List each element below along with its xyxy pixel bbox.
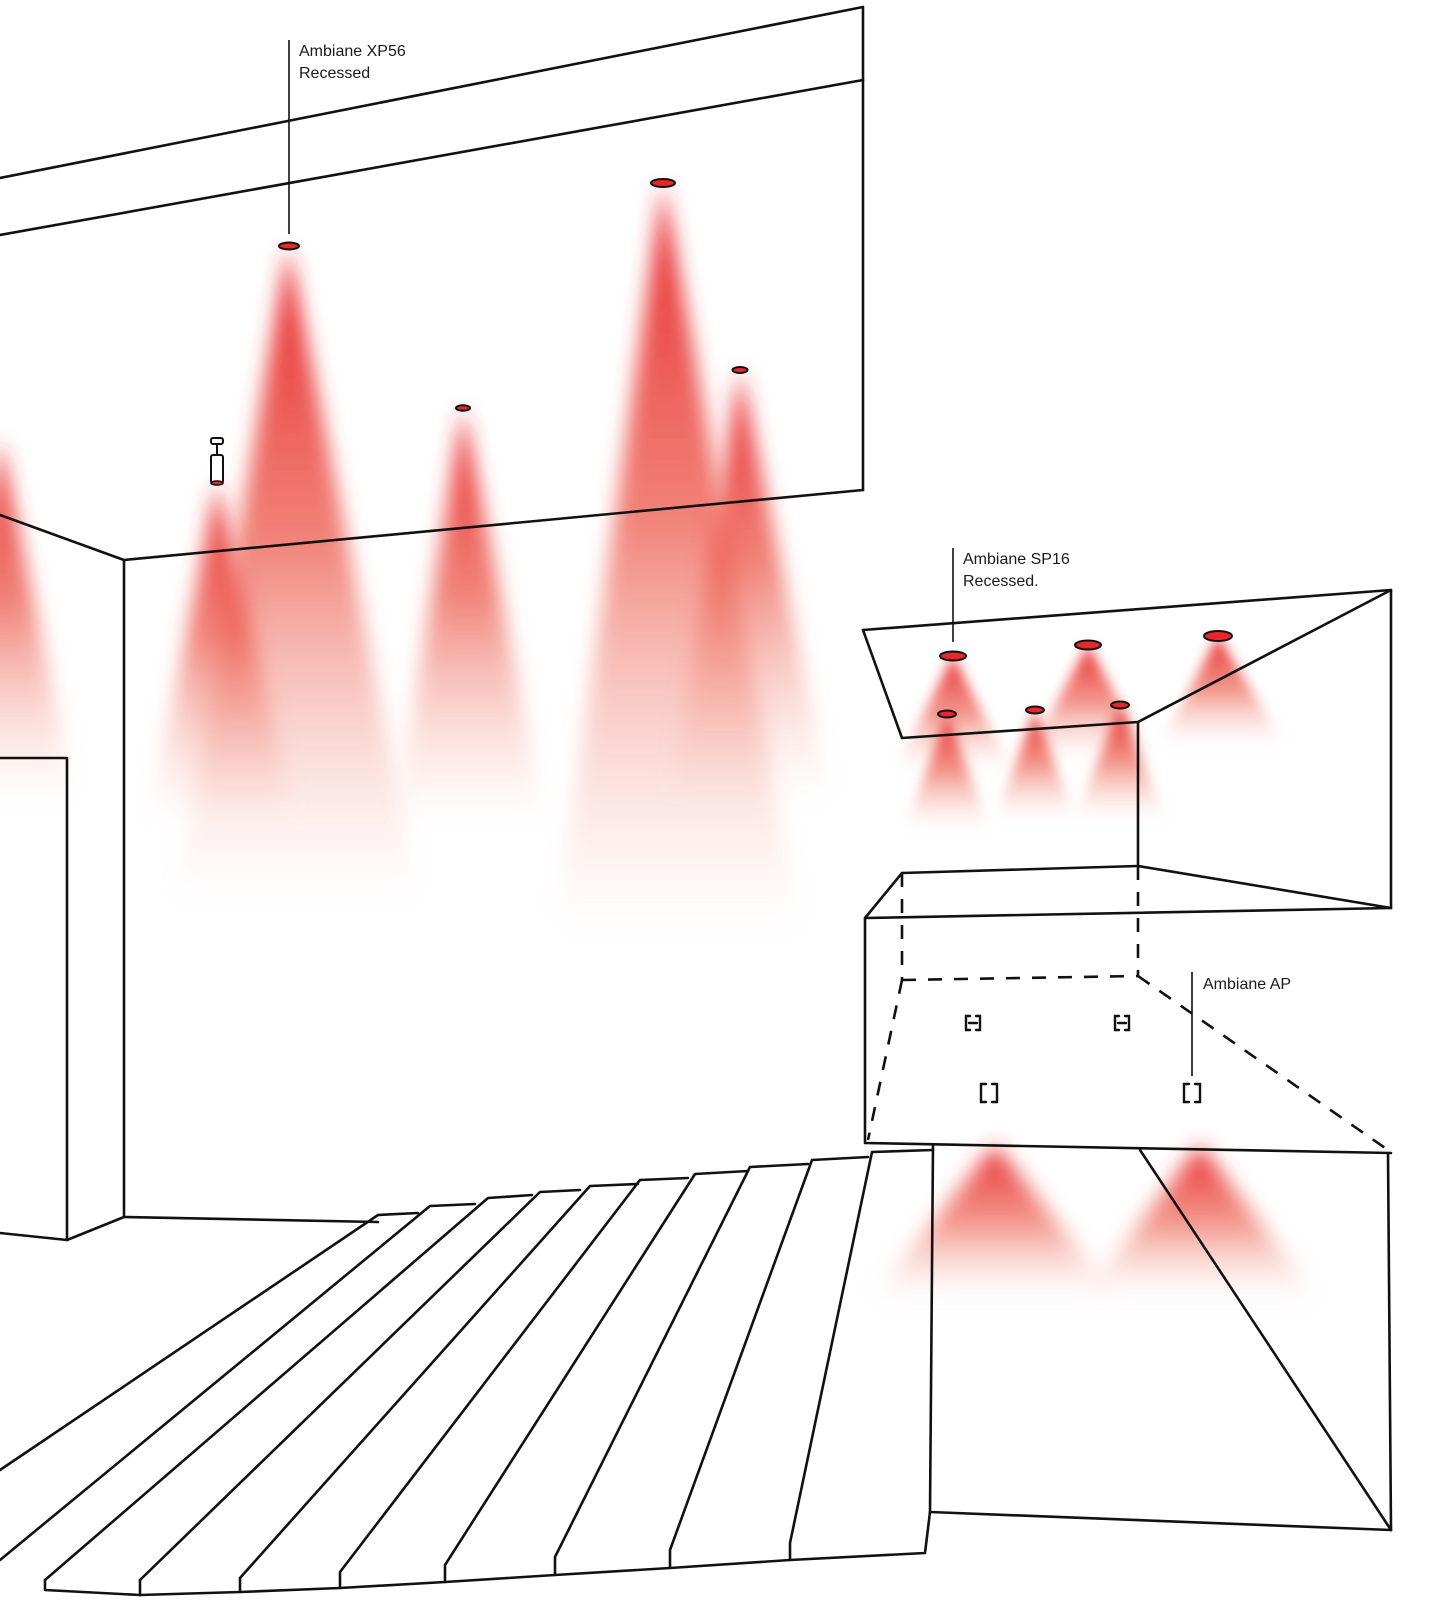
callout-sp16-title: Ambiane SP16 bbox=[963, 551, 1070, 568]
light-beam-icon bbox=[670, 370, 830, 800]
main-room-outline bbox=[0, 5, 865, 1242]
recessed-fixture-icon bbox=[731, 366, 749, 374]
beams-sp16 bbox=[895, 636, 1285, 830]
access-point-icon bbox=[979, 1082, 999, 1104]
beams-main-room bbox=[0, 183, 830, 930]
access-point-icon bbox=[964, 1014, 982, 1032]
recessed-fixture-icon bbox=[1110, 700, 1130, 710]
light-beam-icon bbox=[150, 483, 295, 820]
light-beam-icon bbox=[0, 440, 75, 800]
recessed-fixture-icon bbox=[937, 709, 957, 719]
callout-ap: Ambiane AP bbox=[1191, 972, 1291, 1076]
light-beam-icon bbox=[870, 1145, 1120, 1300]
light-beam-icon bbox=[1080, 1145, 1320, 1300]
light-beam-icon bbox=[395, 408, 545, 820]
recessed-fixture-icon bbox=[278, 241, 300, 251]
access-point-icon bbox=[1113, 1014, 1131, 1032]
recessed-fixture-icon bbox=[939, 650, 967, 662]
callout-sp16: Ambiane SP16 Recessed. bbox=[952, 548, 1070, 642]
callout-xp56-title: Ambiane XP56 bbox=[299, 43, 406, 60]
beams-lower bbox=[870, 1145, 1320, 1300]
light-beam-icon bbox=[1160, 636, 1285, 745]
callout-sp16-subtitle: Recessed. bbox=[963, 573, 1039, 590]
access-point-icon bbox=[1182, 1082, 1202, 1104]
light-beam-icon bbox=[995, 710, 1075, 820]
ap-ceiling-box bbox=[863, 866, 1393, 1155]
staircase bbox=[0, 1148, 935, 1597]
light-beam-icon bbox=[1075, 705, 1165, 820]
recessed-fixture-icon bbox=[1203, 630, 1233, 642]
sp16-ceiling-box bbox=[861, 588, 1393, 910]
recessed-fixture-icon bbox=[1074, 639, 1102, 651]
recessed-fixture-icon bbox=[650, 178, 676, 188]
pendant-fixture-icon bbox=[210, 437, 224, 486]
callout-ap-title: Ambiane AP bbox=[1203, 976, 1291, 993]
fixtures bbox=[210, 178, 1233, 1104]
callout-xp56-subtitle: Recessed bbox=[299, 65, 370, 82]
recessed-fixture-icon bbox=[1025, 705, 1045, 715]
callout-xp56: Ambiane XP56 Recessed bbox=[288, 40, 406, 234]
light-beam-icon bbox=[905, 714, 990, 830]
recessed-fixture-icon bbox=[455, 404, 471, 412]
